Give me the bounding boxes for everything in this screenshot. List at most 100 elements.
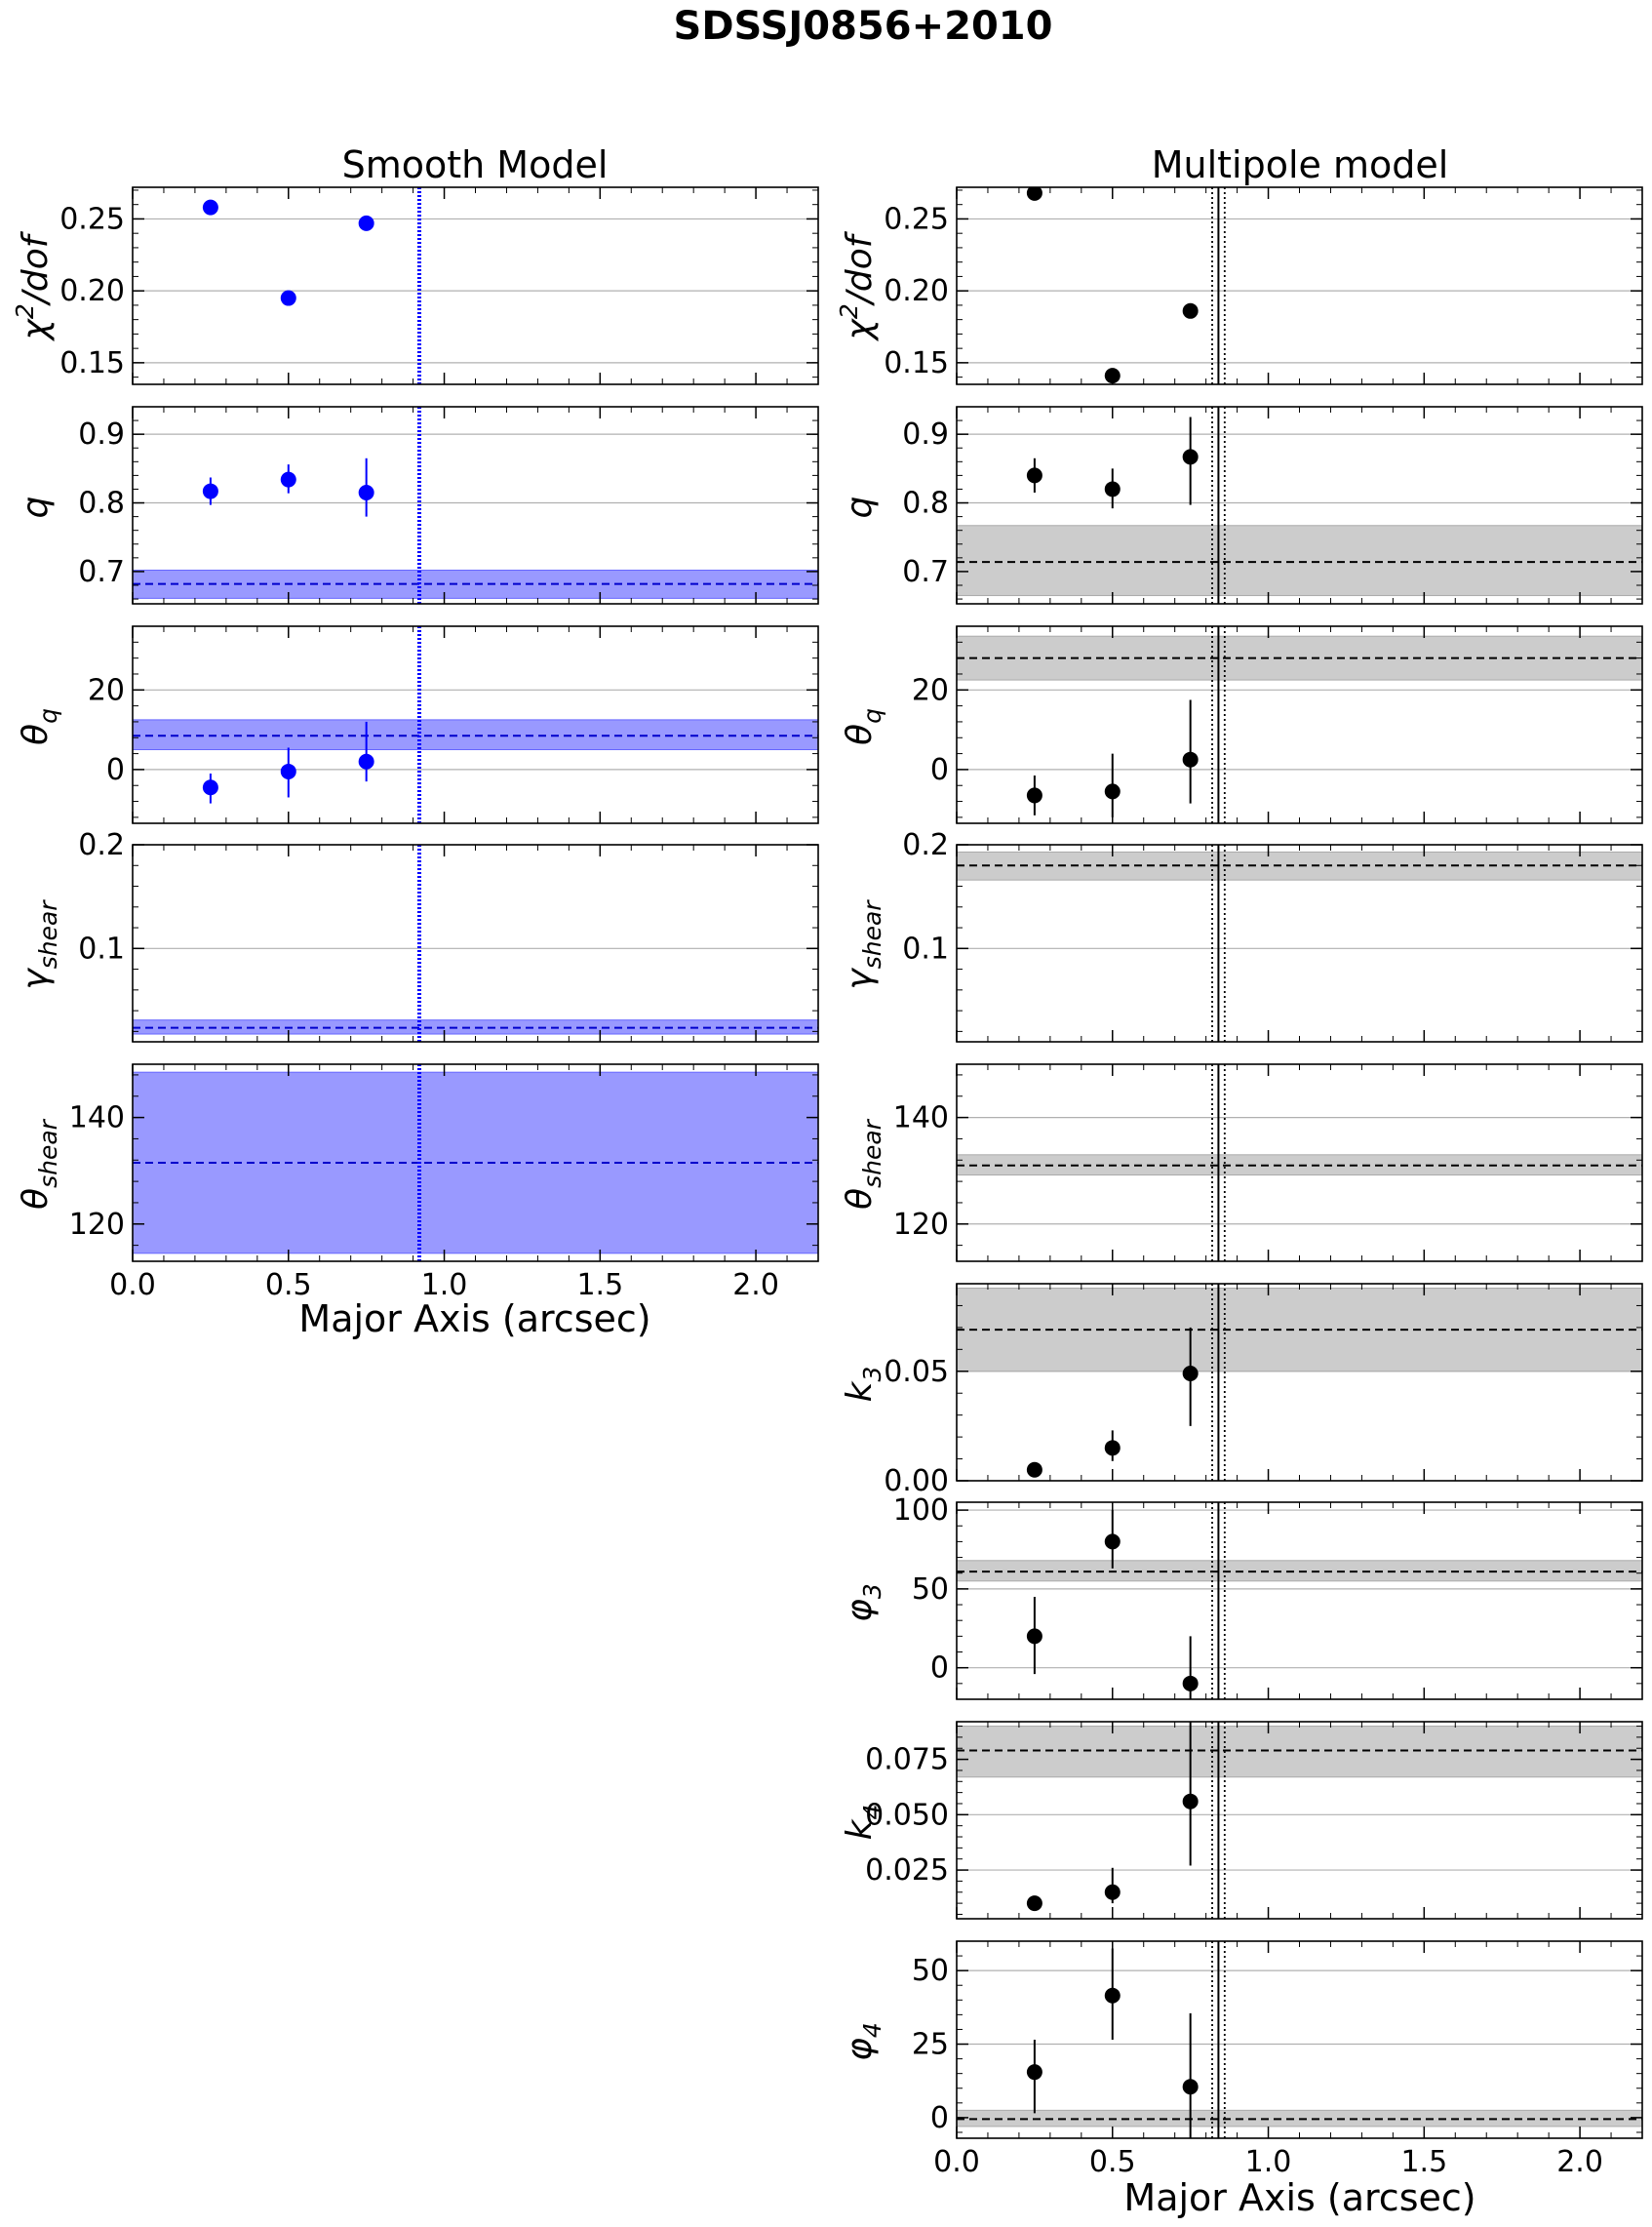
y-axis-label: χ2/dof — [11, 230, 56, 341]
panel-frame — [956, 186, 1643, 385]
y-tick-label: 0.00 — [884, 1464, 949, 1498]
data-point — [1104, 1884, 1121, 1900]
y-tick-label: 20 — [912, 673, 949, 707]
y-tick-label: 0.15 — [59, 346, 125, 380]
panel-frame — [132, 186, 819, 385]
panel-plot-area — [133, 1064, 818, 1261]
panel-0-3: 0.1 0.2 γshear — [16, 828, 819, 1043]
y-axis-label: θq — [840, 708, 886, 745]
data-point — [1104, 1440, 1121, 1456]
x-tick-label: 0.0 — [109, 1268, 156, 1302]
data-point — [1026, 187, 1042, 201]
y-tick-label: 0.20 — [59, 274, 125, 308]
panel-plot-area — [957, 187, 1642, 384]
x-tick-label: 1.5 — [576, 1268, 623, 1302]
data-point — [1026, 1461, 1042, 1478]
panel-plot-area — [957, 1502, 1642, 1699]
uncertainty-band — [133, 719, 818, 751]
x-tick-label: 1.0 — [1245, 2145, 1292, 2179]
panel-plot-area — [133, 187, 818, 384]
panel-frame — [132, 844, 819, 1043]
panel-0-4: 120 140 0.0 0.5 1.0 1.5 2.0 θshear — [16, 1063, 819, 1302]
x-tick-label: 1.0 — [421, 1268, 468, 1302]
data-point — [1182, 449, 1199, 465]
y-tick-label: 0.025 — [865, 1853, 949, 1888]
data-point — [280, 290, 296, 306]
smooth-x-axis-label: Major Axis (arcsec) — [298, 1297, 650, 1340]
panel-plot-area — [957, 1064, 1642, 1261]
data-point — [358, 215, 374, 231]
multipole-x-axis-label: Major Axis (arcsec) — [1123, 2176, 1475, 2219]
data-point — [1182, 1366, 1199, 1382]
y-tick-label: 0.2 — [902, 828, 949, 862]
panel-plot-area — [957, 1941, 1642, 2138]
y-tick-label: 0.050 — [865, 1798, 949, 1832]
y-tick-label: 0.25 — [884, 202, 949, 236]
figure-title: SDSSJ0856+2010 — [674, 4, 1053, 49]
data-point — [280, 471, 296, 488]
y-tick-label: 50 — [912, 1954, 949, 1988]
y-tick-label: 0.7 — [902, 555, 949, 589]
data-point — [1182, 751, 1199, 768]
x-tick-label: 0.5 — [265, 1268, 312, 1302]
y-tick-label: 25 — [912, 2028, 949, 2062]
data-point — [202, 779, 218, 796]
panel-plot-area — [957, 626, 1642, 823]
data-point — [1026, 2064, 1042, 2081]
y-axis-label: θshear — [840, 1118, 886, 1210]
y-tick-label: 0 — [106, 753, 125, 787]
y-axis-label: γshear — [16, 899, 62, 990]
data-point — [1104, 783, 1121, 800]
panel-0-1: 0.7 0.8 0.9 q — [16, 406, 819, 605]
panel-1-1: 0.7 0.8 0.9 q — [840, 406, 1643, 605]
y-axis-label: k3 — [840, 1367, 886, 1403]
data-point — [1104, 481, 1121, 497]
panel-frame — [132, 406, 819, 605]
y-tick-label: 0.25 — [59, 202, 125, 236]
panel-1-2: 0 20 θq — [840, 625, 1643, 824]
y-tick-label: 0 — [930, 753, 949, 787]
smooth-column-title: Smooth Model — [342, 143, 609, 186]
data-point — [1026, 467, 1042, 484]
panel-frame — [956, 1063, 1643, 1262]
data-point — [280, 763, 296, 779]
panel-frame — [956, 1721, 1643, 1920]
y-axis-label: γshear — [840, 899, 886, 990]
panel-plot-area — [957, 845, 1642, 1042]
panels-layer: 0.150.200.25χ2/dof0.70.80.9q020θq0.10.2γ… — [11, 186, 1643, 2179]
y-tick-label: 0.7 — [78, 555, 125, 589]
x-tick-label: 2.0 — [1556, 2145, 1603, 2179]
x-tick-label: 2.0 — [732, 1268, 779, 1302]
y-tick-label: 20 — [88, 673, 125, 707]
y-axis-label: χ2/dof — [835, 230, 880, 341]
y-tick-label: 0.20 — [884, 274, 949, 308]
multipole-column-title: Multipole model — [1152, 143, 1449, 186]
panel-1-8: 0 25 50 0.0 0.5 1.0 1.5 2.0 φ4 — [840, 1940, 1643, 2179]
y-tick-label: 140 — [893, 1101, 949, 1135]
y-axis-label: q — [840, 497, 880, 519]
y-tick-label: 100 — [893, 1493, 949, 1528]
y-tick-label: 0.9 — [78, 418, 125, 452]
y-tick-label: 0.8 — [902, 487, 949, 521]
x-tick-label: 0.0 — [933, 2145, 980, 2179]
x-tick-label: 0.5 — [1089, 2145, 1136, 2179]
y-tick-label: 0.8 — [78, 487, 125, 521]
y-tick-label: 0.15 — [884, 346, 949, 380]
y-axis-label: q — [16, 497, 56, 519]
panel-frame — [132, 1063, 819, 1262]
y-tick-label: 0.05 — [884, 1355, 949, 1389]
panel-1-7: 0.025 0.050 0.075 k4 — [840, 1721, 1643, 1920]
data-point — [202, 483, 218, 499]
panel-plot-area — [133, 626, 818, 823]
y-tick-label: 0 — [930, 1651, 949, 1686]
data-point — [1026, 1895, 1042, 1912]
y-tick-label: 0.1 — [78, 932, 125, 966]
panel-frame — [132, 625, 819, 824]
y-tick-label: 120 — [893, 1208, 949, 1242]
data-point — [1104, 1533, 1121, 1550]
panel-plot-area — [957, 1284, 1642, 1481]
data-point — [1026, 1628, 1042, 1645]
